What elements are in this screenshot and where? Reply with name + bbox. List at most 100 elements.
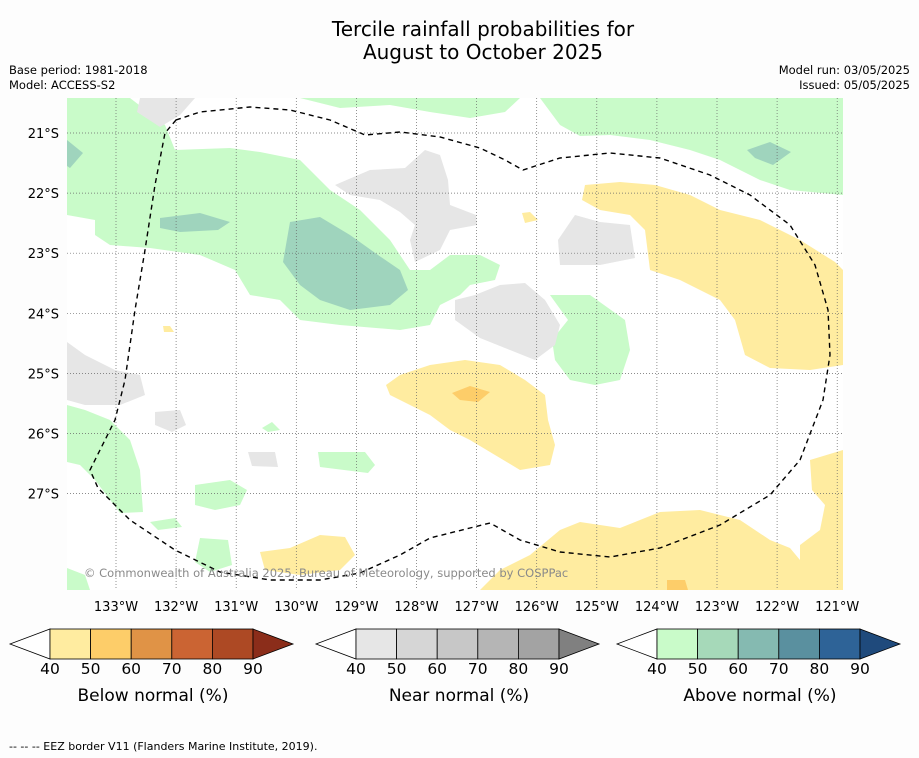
below-normal-label: Below normal (%): [77, 686, 229, 706]
longitude-tick-label: 132°W: [154, 600, 198, 615]
below-normal-region: [452, 386, 490, 402]
below-normal-region: [386, 360, 555, 470]
above-normal-region: [195, 538, 232, 572]
meta-left: Base period: 1981-2018 Model: ACCESS-S2: [9, 63, 148, 93]
colorbar-tick-label: 40: [40, 660, 60, 678]
longitude-tick-label: 122°W: [755, 600, 799, 615]
latitude-tick-label: 21°S: [28, 127, 59, 142]
colorbar-extend-high: [252, 628, 295, 660]
above-normal-region: [747, 142, 791, 165]
longitude-tick-label: 128°W: [394, 600, 438, 615]
colorbar-box: [396, 628, 438, 660]
longitude-labels: 133°W 132°W 131°W 130°W 129°W 128°W 127°W 126°W…: [94, 600, 860, 615]
colorbar-extend-high: [859, 628, 902, 660]
colorbar-tick-label: 60: [427, 660, 448, 678]
above-normal-region: [283, 217, 408, 310]
longitude-tick-label: 123°W: [695, 600, 739, 615]
colorbar-tick-label: 40: [647, 660, 667, 678]
below-normal-region: [480, 510, 800, 590]
issued-date: Issued: 05/05/2025: [799, 78, 910, 92]
colorbar-tick-label: 90: [850, 660, 870, 678]
map-title: Tercile rainfall probabilities for Augus…: [0, 18, 919, 64]
near-normal-label: Near normal (%): [388, 686, 530, 706]
colorbar-extend-low: [314, 628, 357, 660]
colorbar-extend-low: [615, 628, 658, 660]
latitude-tick-label: 22°S: [28, 187, 59, 202]
near-normal-region: [155, 410, 186, 432]
colorbar-box: [737, 628, 780, 660]
longitude-tick-label: 131°W: [214, 600, 258, 615]
colorbar-tick-label: 50: [80, 660, 101, 678]
model-run: Model run: 03/05/2025: [778, 63, 910, 77]
above-normal-colorbar: [615, 628, 902, 660]
longitude-tick-label: 129°W: [334, 600, 378, 615]
gridlines: [67, 98, 843, 590]
title-line-1: Tercile rainfall probabilities for: [331, 17, 635, 41]
colorbar-tick-label: 40: [346, 660, 366, 678]
colorbar-tick-label: 50: [687, 660, 708, 678]
colorbar-box: [130, 628, 173, 660]
base-period: Base period: 1981-2018: [9, 63, 148, 77]
longitude-tick-label: 126°W: [515, 600, 559, 615]
colorbar-box: [778, 628, 820, 660]
map-regions: [67, 98, 843, 590]
colorbar-tick-label: 60: [121, 660, 142, 678]
above-normal-region: [300, 98, 520, 118]
longitude-tick-label: 133°W: [94, 600, 138, 615]
colorbar-box: [49, 628, 91, 660]
colorbar-tick-label: 60: [728, 660, 749, 678]
latitude-labels: 21°S 22°S 23°S 24°S 25°S 26°S 27°S: [28, 127, 59, 503]
colorbar-extend-high: [558, 628, 601, 660]
meta-right: Model run: 03/05/2025 Issued: 05/05/2025: [779, 63, 910, 93]
colorbar-box: [477, 628, 519, 660]
probability-map: 133°W 132°W 131°W 130°W 129°W 128°W 127°W 126°W…: [28, 98, 860, 615]
below-normal-region: [667, 580, 688, 590]
colorbar-tick-label: 90: [549, 660, 569, 678]
near-normal-region: [455, 283, 560, 360]
above-normal-region: [318, 452, 375, 473]
colorbar-box: [656, 628, 698, 660]
above-normal-region: [262, 422, 280, 432]
colorbar-tick-label: 90: [243, 660, 263, 678]
above-normal-region: [67, 140, 83, 168]
longitude-tick-label: 124°W: [635, 600, 679, 615]
colorbar-box: [517, 628, 560, 660]
title-line-2: August to October 2025: [362, 40, 604, 64]
near-normal-colorbar: [314, 628, 601, 660]
latitude-tick-label: 26°S: [28, 428, 59, 443]
below-normal-region: [522, 212, 538, 223]
near-normal-region: [558, 215, 635, 265]
longitude-tick-label: 127°W: [455, 600, 499, 615]
above-normal-region: [150, 518, 182, 530]
colorbar-tick-label: 50: [386, 660, 407, 678]
colorbar-box: [171, 628, 213, 660]
near-normal-region: [248, 452, 278, 467]
colorbar-tick-label: 70: [161, 660, 182, 678]
above-normal-region: [67, 405, 143, 513]
above-normal-region: [550, 295, 630, 385]
latitude-tick-label: 23°S: [28, 247, 59, 262]
eez-border: [89, 106, 831, 581]
latitude-tick-label: 25°S: [28, 367, 59, 382]
below-normal-region: [582, 182, 843, 370]
below-normal-colorbar: [8, 628, 295, 660]
colorbar-tick-label: 70: [467, 660, 488, 678]
latitude-tick-label: 24°S: [28, 307, 59, 322]
above-normal-region: [67, 568, 90, 590]
above-normal-region: [195, 480, 247, 510]
colorbar-tick-label: 80: [202, 660, 223, 678]
copyright-notice: © Commonwealth of Australia 2025, Bureau…: [84, 566, 569, 580]
near-normal-region: [137, 98, 195, 127]
colorbar-extend-low: [8, 628, 51, 660]
near-normal-region: [335, 150, 477, 262]
eez-footnote: -- -- -- EEZ border V11 (Flanders Marine…: [9, 740, 318, 753]
colorbar-tick-label: 80: [809, 660, 830, 678]
above-normal-label: Above normal (%): [683, 686, 837, 706]
colorbar-box: [211, 628, 254, 660]
above-normal-region: [540, 98, 843, 195]
latitude-tick-label: 27°S: [28, 488, 59, 503]
colorbar-box: [355, 628, 397, 660]
colorbar-tick-label: 80: [508, 660, 529, 678]
colorbar-box: [90, 628, 132, 660]
above-normal-region: [160, 213, 230, 232]
